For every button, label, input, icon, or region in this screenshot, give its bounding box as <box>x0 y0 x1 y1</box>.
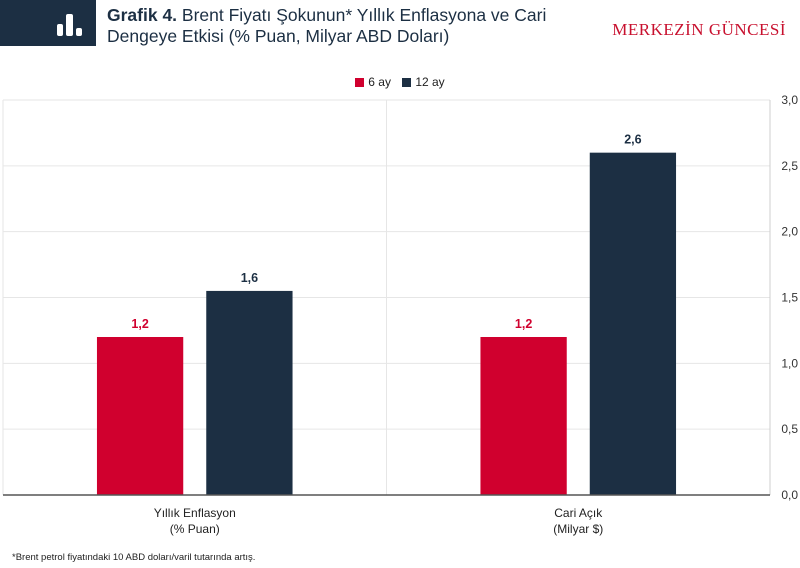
y-tick-label: 0,0 <box>781 488 798 502</box>
chart-title-bold: Grafik 4. <box>107 5 178 25</box>
y-tick-label: 1,0 <box>781 356 798 370</box>
bar <box>96 337 184 495</box>
legend-swatch-12-ay <box>402 78 412 87</box>
bar <box>589 152 677 495</box>
bar-value-label: 1,2 <box>515 317 532 331</box>
legend-item-12-ay: 12 ay <box>402 75 445 89</box>
legend-label-12-ay: 12 ay <box>415 75 445 89</box>
y-tick-label: 2,0 <box>781 225 798 239</box>
bar <box>206 290 293 495</box>
y-tick-label: 2,5 <box>781 159 798 173</box>
chart-legend: 6 ay 12 ay <box>0 75 800 89</box>
bar-value-label: 1,6 <box>241 271 258 285</box>
x-category-label: Cari Açık <box>554 506 603 520</box>
bar-value-label: 2,6 <box>624 133 641 147</box>
bar-value-label: 1,2 <box>131 317 148 331</box>
x-category-label: (Milyar $) <box>553 522 603 536</box>
legend-item-6-ay: 6 ay <box>355 75 391 89</box>
footnote: *Brent petrol fiyatındaki 10 ABD doları/… <box>12 552 256 563</box>
y-tick-label: 1,5 <box>781 291 798 305</box>
y-tick-label: 0,5 <box>781 422 798 436</box>
header-logo-box <box>0 0 96 46</box>
y-tick-label: 3,0 <box>781 93 798 107</box>
bar-chart-icon <box>57 14 82 36</box>
x-category-label: Yıllık Enflasyon <box>154 506 236 520</box>
brand-logo: MERKEZİN GÜNCESİ <box>612 20 786 39</box>
chart-title-text: Brent Fiyatı Şokunun* Yıllık Enflasyona … <box>107 5 547 46</box>
chart-title: Grafik 4. Brent Fiyatı Şokunun* Yıllık E… <box>107 5 577 47</box>
legend-swatch-6-ay <box>355 78 365 87</box>
x-category-label: (% Puan) <box>170 522 220 536</box>
bar <box>480 337 567 495</box>
legend-label-6-ay: 6 ay <box>368 75 391 89</box>
